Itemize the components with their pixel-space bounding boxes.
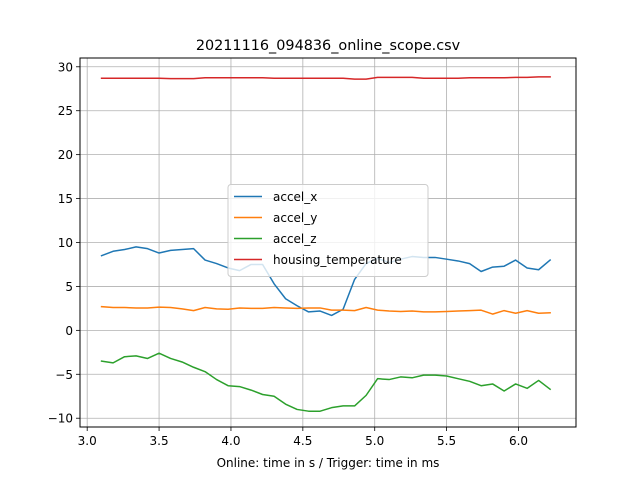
series-line-accel-z — [100, 352, 552, 412]
x-axis-label: Online: time in s / Trigger: time in ms — [217, 456, 440, 470]
x-tick-label: 4.0 — [221, 434, 240, 448]
legend: accel_x accel_y accel_z housing_temperature — [227, 184, 429, 277]
x-tick-label: 6.0 — [509, 434, 528, 448]
y-tick-label: 15 — [58, 192, 73, 206]
x-tick-label: 3.5 — [150, 434, 169, 448]
legend-label: housing_temperature — [273, 253, 402, 267]
legend-label: accel_x — [273, 190, 317, 204]
chart-title: 20211116_094836_online_scope.csv — [196, 38, 461, 54]
y-tick-label: 10 — [58, 236, 73, 250]
y-tick-label: −10 — [48, 412, 73, 426]
x-tick-label: 4.5 — [293, 434, 312, 448]
y-tick-label: 25 — [58, 104, 73, 118]
legend-label: accel_y — [273, 211, 317, 225]
series-line-housing-temperature — [100, 76, 551, 80]
y-tick-label: 20 — [58, 148, 73, 162]
legend-box — [227, 184, 429, 277]
x-tick-label: 5.0 — [365, 434, 384, 448]
series-line-accel-y — [100, 305, 551, 315]
y-axis: −10 −5 0 5 10 15 20 25 30 — [48, 60, 80, 426]
x-tick-label: 3.0 — [78, 434, 97, 448]
x-axis: 3.0 3.5 4.0 4.5 5.0 5.5 6.0 — [78, 427, 528, 448]
y-tick-label: 30 — [58, 60, 73, 74]
x-tick-label: 5.5 — [437, 434, 456, 448]
y-tick-label: 0 — [65, 324, 73, 338]
legend-label: accel_z — [273, 232, 317, 246]
y-tick-label: 5 — [65, 280, 73, 294]
series-line-accel-x — [100, 246, 552, 317]
series-lines — [100, 76, 552, 412]
y-tick-label: −5 — [55, 368, 73, 382]
